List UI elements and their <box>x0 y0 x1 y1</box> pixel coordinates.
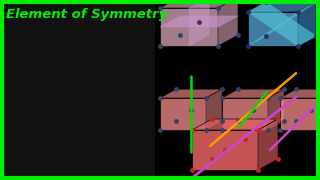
Polygon shape <box>248 2 316 46</box>
Polygon shape <box>160 98 206 130</box>
Polygon shape <box>160 8 218 46</box>
Polygon shape <box>248 2 316 12</box>
Polygon shape <box>248 12 298 46</box>
Polygon shape <box>268 89 284 130</box>
Polygon shape <box>222 98 268 130</box>
Polygon shape <box>248 2 316 46</box>
Text: Element of Symmetry: Element of Symmetry <box>6 8 167 21</box>
Polygon shape <box>192 119 278 130</box>
Polygon shape <box>280 98 320 130</box>
Polygon shape <box>160 16 238 27</box>
Polygon shape <box>218 0 238 46</box>
Bar <box>3 3 155 177</box>
Polygon shape <box>258 119 278 170</box>
Polygon shape <box>160 0 238 8</box>
Polygon shape <box>280 89 320 98</box>
Polygon shape <box>298 2 316 46</box>
Polygon shape <box>189 0 209 46</box>
Polygon shape <box>222 89 284 98</box>
Polygon shape <box>192 130 258 170</box>
Polygon shape <box>206 89 222 130</box>
Polygon shape <box>160 89 222 98</box>
